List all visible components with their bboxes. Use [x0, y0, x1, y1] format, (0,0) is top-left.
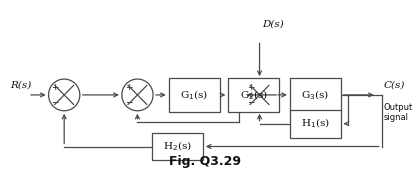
Text: G$_1$(s): G$_1$(s) — [180, 88, 208, 102]
Text: D(s): D(s) — [262, 19, 284, 28]
Text: +: + — [124, 83, 132, 92]
FancyBboxPatch shape — [152, 133, 203, 160]
Text: G$_2$(s): G$_2$(s) — [240, 88, 268, 102]
Text: R(s): R(s) — [10, 81, 32, 90]
Text: +: + — [52, 83, 59, 92]
Text: Output
signal: Output signal — [384, 103, 413, 122]
FancyBboxPatch shape — [290, 110, 341, 138]
Text: G$_3$(s): G$_3$(s) — [301, 88, 329, 102]
Text: C(s): C(s) — [384, 81, 405, 90]
Text: −: − — [124, 98, 132, 107]
Text: −: − — [247, 98, 254, 107]
Text: −: − — [52, 98, 59, 107]
Text: H$_2$(s): H$_2$(s) — [163, 140, 192, 153]
FancyBboxPatch shape — [228, 78, 279, 112]
FancyBboxPatch shape — [290, 78, 341, 112]
Text: H$_1$(s): H$_1$(s) — [301, 117, 330, 130]
Text: +: + — [247, 83, 254, 92]
Text: Fig. Q3.29: Fig. Q3.29 — [169, 155, 241, 168]
FancyBboxPatch shape — [169, 78, 220, 112]
